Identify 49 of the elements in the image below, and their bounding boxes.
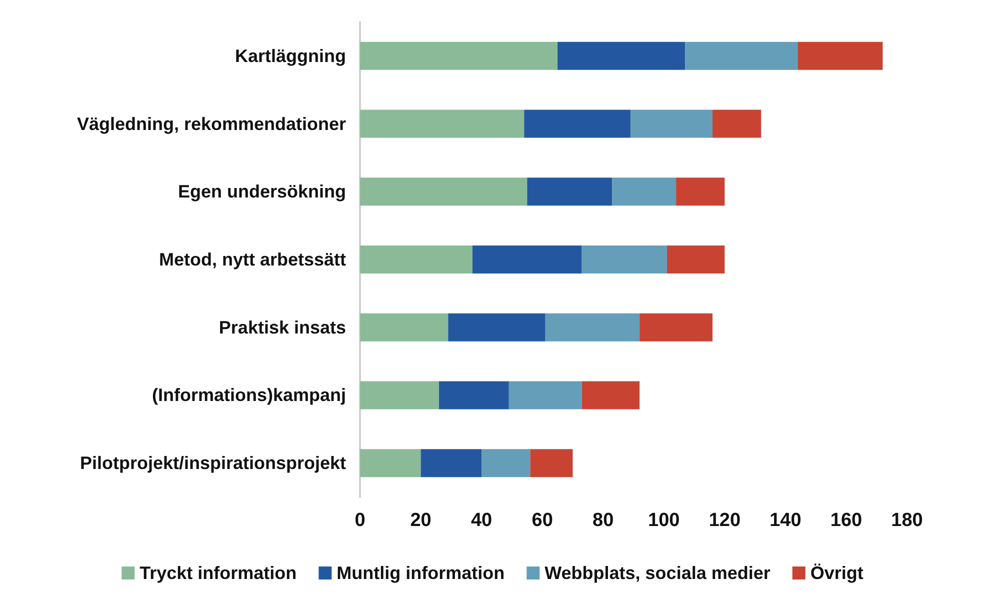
bar bbox=[360, 313, 448, 342]
legend-label: Webbplats, sociala medier bbox=[544, 563, 770, 583]
bar bbox=[666, 246, 725, 274]
bar bbox=[640, 313, 713, 342]
bar bbox=[545, 313, 640, 342]
x-tick-label: 20 bbox=[410, 510, 432, 531]
bar bbox=[798, 42, 883, 70]
bar bbox=[448, 313, 546, 342]
bar bbox=[530, 449, 573, 478]
x-tick-label: 0 bbox=[354, 510, 366, 531]
bar bbox=[360, 42, 558, 70]
bar bbox=[420, 449, 482, 478]
y-tick-label: Kartläggning bbox=[235, 46, 346, 66]
x-tick-label: 60 bbox=[532, 510, 553, 531]
y-tick-label: Metod, nytt arbetssätt bbox=[158, 250, 346, 270]
bar bbox=[558, 42, 686, 70]
legend-label: Övrigt bbox=[810, 563, 864, 583]
bar bbox=[508, 381, 582, 410]
x-tick-label: 160 bbox=[830, 510, 862, 531]
legend-label: Muntlig information bbox=[336, 563, 505, 583]
x-tick-label: 40 bbox=[470, 510, 492, 531]
bar bbox=[685, 42, 798, 70]
bar bbox=[527, 178, 612, 206]
bar bbox=[360, 178, 528, 206]
y-tick-label: Egen undersökning bbox=[178, 182, 346, 202]
bar bbox=[582, 246, 667, 274]
x-tick-label: 80 bbox=[592, 510, 614, 531]
bar bbox=[482, 449, 530, 478]
bar bbox=[676, 178, 725, 206]
bar bbox=[712, 110, 762, 138]
bar bbox=[360, 246, 472, 274]
bar bbox=[360, 449, 421, 478]
x-tick-label: 100 bbox=[648, 510, 680, 531]
y-tick-label: Vägledning, rekommendationer bbox=[76, 114, 346, 134]
bar bbox=[582, 381, 640, 410]
y-tick-label: Pilotprojekt/inspirationsprojekt bbox=[80, 453, 346, 474]
bar bbox=[439, 381, 509, 410]
legend-label: Tryckt information bbox=[140, 563, 297, 583]
x-tick-label: 120 bbox=[708, 510, 741, 531]
bar bbox=[612, 178, 676, 206]
y-tick-label: (Informations)kampanj bbox=[152, 385, 346, 406]
bar bbox=[630, 110, 713, 138]
bar bbox=[472, 246, 582, 274]
bar bbox=[360, 381, 440, 410]
bar bbox=[360, 110, 524, 138]
x-tick-label: 180 bbox=[891, 510, 923, 531]
x-tick-label: 140 bbox=[770, 510, 802, 531]
bar bbox=[524, 110, 630, 138]
y-tick-label: Praktisk insats bbox=[218, 317, 346, 338]
